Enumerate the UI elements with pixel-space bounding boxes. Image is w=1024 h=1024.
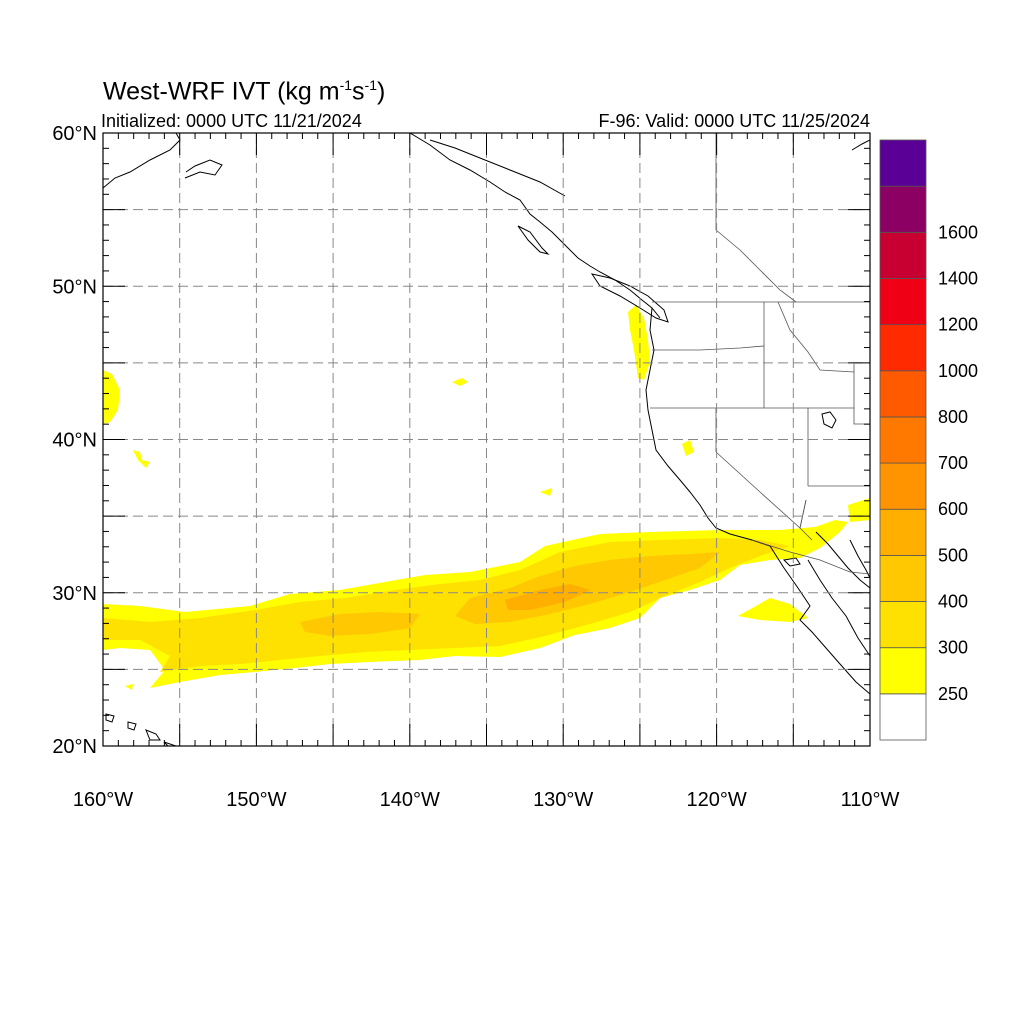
idaho-east — [777, 301, 855, 373]
ivt-250-speck-4 — [540, 488, 552, 496]
colorbar-swatch — [879, 185, 927, 233]
lat-label: 30°N — [52, 583, 97, 605]
colorbar-label: 1200 — [938, 315, 978, 335]
colorbar-label: 1000 — [938, 361, 978, 381]
us-west-coast — [645, 307, 771, 547]
lon-label: 130°W — [533, 789, 593, 811]
colorbar-swatch — [879, 324, 927, 372]
colorbar-swatch — [879, 416, 927, 464]
graticule — [103, 133, 870, 746]
ivt-250-east — [848, 498, 870, 522]
lon-label: 160°W — [73, 789, 133, 811]
vancouver-island — [590, 273, 669, 323]
panhandle-coast — [409, 133, 661, 319]
colorbar-label: 500 — [938, 545, 968, 565]
colorbar-label: 250 — [938, 684, 968, 704]
ivt-250-speck-2 — [452, 378, 468, 386]
axis-ticks — [102, 132, 871, 747]
panhandle-inner — [429, 139, 566, 197]
ivt-250-baja — [738, 598, 808, 622]
ivt-400-west — [300, 612, 420, 636]
alaska-islands — [184, 159, 223, 179]
lat-label: 60°N — [52, 123, 97, 145]
haida-gwaii — [517, 225, 550, 255]
colorbar-swatch — [879, 601, 927, 649]
colorbar-swatch — [879, 462, 927, 510]
colorbar-swatch — [879, 278, 927, 326]
colorbar-swatch — [879, 693, 927, 741]
ivt-shading — [103, 305, 870, 690]
bc-alberta-border — [715, 229, 797, 303]
lat-label: 50°N — [52, 276, 97, 298]
alaska-coast — [103, 133, 181, 189]
gulf-of-california — [815, 531, 870, 589]
hawaii-island-3 — [145, 729, 161, 741]
colorbar-swatch — [879, 139, 927, 187]
inland-lake — [821, 411, 837, 429]
lon-label: 140°W — [380, 789, 440, 811]
colorbar-label: 1400 — [938, 268, 978, 288]
ivt-250-oregon — [628, 305, 650, 380]
colorbar-swatch — [879, 231, 927, 279]
hawaii-island-2 — [127, 721, 137, 731]
lat-label: 20°N — [52, 736, 97, 758]
colorbar-label: 1600 — [938, 222, 978, 242]
colorbar-label: 400 — [938, 592, 968, 612]
colorbar-swatch — [879, 647, 927, 695]
colorbar-label: 300 — [938, 638, 968, 658]
wa-or-border — [652, 345, 765, 351]
ivt-250-west-blob — [103, 370, 120, 424]
lon-label: 120°W — [686, 789, 746, 811]
colorbar-labels: 250 300 400 500 600 700 800 1000 1200 1400 1600 — [938, 222, 978, 704]
lon-label: 150°W — [226, 789, 286, 811]
colorbar-label: 800 — [938, 407, 968, 427]
ca-nv-border — [715, 408, 807, 529]
colorbar — [879, 139, 927, 741]
ivt-250-speck-3 — [682, 440, 694, 456]
baja-coast-east — [807, 559, 870, 657]
ivt-250-speck-5 — [125, 684, 133, 690]
colorbar-swatch — [879, 554, 927, 602]
lat-label: 40°N — [52, 430, 97, 452]
colorbar-label: 700 — [938, 453, 968, 473]
political-borders — [650, 133, 870, 575]
us-mexico-border — [751, 539, 870, 575]
hawaii-island-1 — [105, 713, 115, 723]
colorbar-label: 600 — [938, 499, 968, 519]
initialized-label: Initialized: 0000 UTC 11/21/2024 — [101, 111, 362, 131]
colorbar-swatch — [879, 508, 927, 556]
lon-label: 110°W — [841, 789, 900, 811]
colorbar-swatch — [879, 370, 927, 418]
ivt-500-core — [505, 584, 590, 610]
salton-sea — [782, 557, 801, 567]
hawaii-island-4 — [163, 741, 178, 746]
ivt-250-speck-1 — [133, 450, 150, 468]
baja-coast-west — [769, 545, 870, 695]
map-title: West-WRF IVT (kg m-1s-1) — [103, 77, 386, 106]
valid-time-label: F-96: Valid: 0000 UTC 11/25/2024 — [598, 111, 871, 131]
longitude-labels: 160°W 150°W 140°W 130°W 120°W 110°W — [73, 789, 900, 811]
latitude-labels: 60°N 50°N 40°N 30°N 20°N — [52, 123, 97, 758]
ca-az-border — [799, 499, 813, 541]
northeast-coast — [851, 139, 870, 151]
